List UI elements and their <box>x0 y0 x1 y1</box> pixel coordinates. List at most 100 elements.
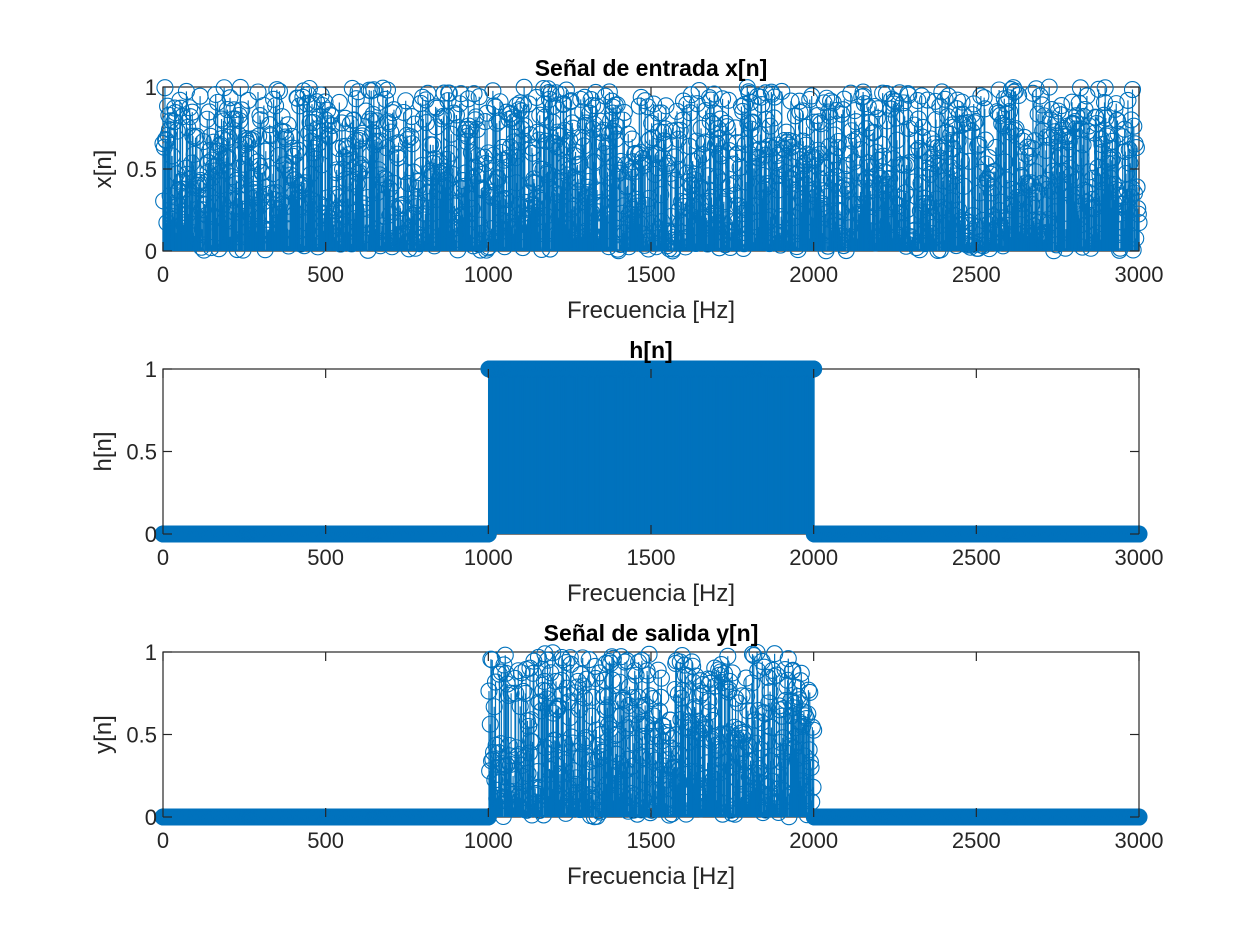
input-marker <box>790 92 808 110</box>
input-marker <box>1020 147 1038 166</box>
input-marker <box>220 128 238 146</box>
input-marker <box>340 146 358 164</box>
input-marker <box>323 116 341 135</box>
input-marker <box>1125 117 1143 135</box>
input-marker <box>1043 101 1061 119</box>
input-marker <box>602 111 620 130</box>
input-marker <box>667 121 685 139</box>
input-marker <box>156 79 174 97</box>
input-marker <box>336 109 354 127</box>
input-marker <box>435 84 453 102</box>
input-data-marks <box>154 78 1148 260</box>
input-marker <box>1129 200 1147 218</box>
input-marker <box>525 170 543 188</box>
input-marker <box>705 85 723 103</box>
input-marker <box>330 93 348 112</box>
input-marker <box>177 82 195 100</box>
input-marker <box>440 84 458 102</box>
input-marker <box>279 116 297 134</box>
input-marker <box>1109 125 1127 143</box>
input-marker <box>571 155 589 173</box>
input-marker <box>742 120 760 138</box>
input-marker <box>976 100 994 118</box>
input-marker <box>715 193 733 211</box>
input-marker <box>399 174 417 193</box>
input-marker <box>678 95 696 113</box>
input-marker <box>396 163 414 181</box>
input-marker <box>461 121 479 139</box>
input-marker <box>1123 80 1142 99</box>
input-marker <box>842 122 860 140</box>
input-marker <box>465 85 483 103</box>
input-marker <box>466 158 484 176</box>
input-marker <box>742 93 760 111</box>
input-marker <box>949 132 967 150</box>
input-y-tick-label: 1 <box>145 75 157 100</box>
input-x-tick-label: 2500 <box>952 262 1001 287</box>
input-marker <box>1120 141 1138 159</box>
input-marker <box>1106 100 1124 119</box>
input-marker <box>515 78 533 96</box>
input-marker <box>237 132 255 150</box>
input-marker <box>255 96 273 115</box>
input-marker <box>239 91 257 109</box>
input-marker <box>1049 102 1067 120</box>
input-marker <box>395 103 413 122</box>
input-y-tick-label: 0.5 <box>126 157 157 182</box>
input-marker <box>414 88 432 106</box>
input-marker <box>881 169 899 187</box>
input-marker <box>909 92 927 110</box>
input-marker <box>562 92 580 110</box>
input-marker <box>252 111 270 129</box>
input-marker <box>615 103 633 121</box>
input-marker <box>695 135 713 153</box>
input-marker <box>824 94 842 112</box>
input-marker <box>1033 96 1051 114</box>
input-marker <box>713 173 731 191</box>
subplot-filter-response: 0 500 1000 1500 2000 2500 300000.51Frecuencia … <box>90 337 1163 607</box>
input-marker <box>761 117 779 135</box>
input-marker <box>186 129 205 147</box>
input-marker <box>321 127 339 145</box>
input-marker <box>784 133 802 151</box>
input-y-tick-label: 0 <box>145 239 157 264</box>
input-marker <box>671 121 689 139</box>
input-x-tick-label: 2000 <box>789 262 838 287</box>
input-marker <box>1093 136 1111 154</box>
input-marker <box>1107 95 1125 113</box>
input-marker <box>965 114 983 132</box>
input-marker <box>1103 151 1121 169</box>
input-marker <box>173 108 192 126</box>
input-marker <box>678 164 696 182</box>
input-marker <box>185 145 203 163</box>
input-marker <box>1022 174 1040 192</box>
input-marker <box>652 186 670 204</box>
input-title: Señal de entrada x[n] <box>535 55 768 81</box>
input-marker <box>219 148 237 166</box>
input-marker <box>447 106 466 124</box>
input-marker <box>270 82 289 100</box>
input-marker <box>777 123 795 141</box>
input-marker <box>1040 78 1058 96</box>
input-marker <box>623 130 641 148</box>
input-marker <box>1108 111 1127 130</box>
input-marker <box>1092 130 1110 148</box>
input-marker <box>1024 84 1042 102</box>
input-marker <box>975 89 993 107</box>
input-marker <box>417 91 435 109</box>
input-marker <box>184 127 202 145</box>
input-marker <box>1124 241 1142 259</box>
input-marker <box>763 85 781 103</box>
input-marker <box>629 194 647 212</box>
input-marker <box>842 84 860 102</box>
input-marker <box>361 110 379 128</box>
input-marker <box>384 104 402 122</box>
input-marker <box>818 89 836 107</box>
input-marker <box>385 101 403 119</box>
input-marker <box>604 98 622 116</box>
input-marker <box>261 116 279 134</box>
input-marker <box>347 90 365 108</box>
input-marker <box>796 176 814 194</box>
input-marker <box>510 101 528 119</box>
input-marker <box>378 81 397 99</box>
